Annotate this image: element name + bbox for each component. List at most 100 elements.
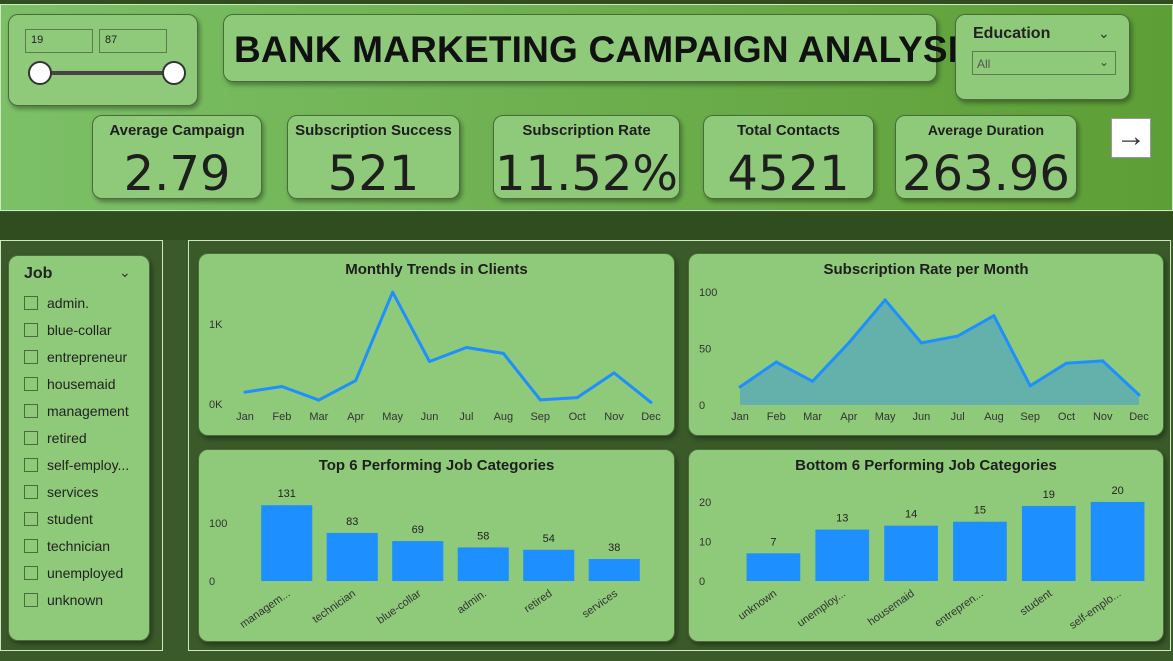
x-tick-label: entrepren... (933, 588, 986, 630)
x-tick-label: Mar (309, 411, 328, 423)
data-label: 19 (1043, 489, 1055, 501)
checkbox[interactable] (24, 430, 38, 445)
x-tick-label: services (580, 587, 620, 620)
checkbox[interactable] (24, 592, 38, 607)
job-option-management[interactable]: management (24, 397, 129, 424)
x-tick-label: unknown (736, 588, 779, 623)
x-tick-label: Mar (803, 411, 822, 423)
x-tick-label: Dec (1129, 411, 1149, 423)
data-label: 14 (905, 509, 917, 521)
bar (261, 505, 313, 581)
job-option-student[interactable]: student (24, 505, 129, 532)
job-option-label: unknown (47, 591, 104, 608)
kpi-label: Subscription Rate (522, 122, 651, 139)
checkbox[interactable] (24, 403, 38, 418)
kpi-subscription-success: Subscription Success 521 (287, 115, 460, 202)
kpi-label: Total Contacts (736, 122, 841, 139)
checkbox[interactable] (24, 511, 38, 526)
data-point (738, 385, 742, 389)
x-tick-label: Apr (840, 411, 857, 423)
job-option-label: unemployed (47, 564, 124, 581)
y-tick-label: 10 (699, 536, 711, 548)
slider-min-handle[interactable] (28, 61, 52, 85)
slider-min-input[interactable]: 19 (25, 29, 93, 53)
area-fill (740, 299, 1139, 405)
checkbox[interactable] (24, 565, 38, 580)
slider-max-handle[interactable] (162, 61, 186, 85)
chart-title: Monthly Trends in Clients (345, 261, 528, 278)
job-option-label: technician (47, 537, 111, 554)
data-point (774, 360, 778, 364)
data-point (464, 346, 468, 350)
job-option-label: entrepreneur (47, 348, 128, 365)
chevron-down-icon[interactable]: ⌄ (119, 264, 131, 280)
job-slicer: Job ⌄ admin. blue-collar entrepreneur ho… (8, 255, 150, 641)
bar (1090, 501, 1145, 581)
chart-title: Top 6 Performing Job Categories (318, 457, 555, 474)
data-point (575, 396, 579, 400)
bar-chart: 0 10 20 7 unknown 13 unemploy... 14 housemaid 15 e… (699, 485, 1145, 632)
kpi-subscription-rate: Subscription Rate 11.52% (493, 115, 680, 202)
job-option-entrepreneur[interactable]: entrepreneur (24, 343, 129, 370)
chevron-down-icon[interactable]: ⌄ (1098, 25, 1110, 41)
x-tick-label: managem... (238, 588, 292, 631)
job-option-blue-collar[interactable]: blue-collar (24, 316, 129, 343)
checkbox[interactable] (24, 322, 38, 337)
slider-max-input[interactable]: 87 (99, 29, 167, 53)
x-tick-label: Jul (951, 411, 965, 423)
x-tick-label: Jul (459, 411, 473, 423)
job-option-label: self-employ... (47, 456, 130, 473)
kpi-label: Subscription Success (295, 122, 452, 139)
bar (588, 559, 640, 581)
job-option-housemaid[interactable]: housemaid (24, 370, 129, 397)
job-option-unemployed[interactable]: unemployed (24, 559, 129, 586)
y-tick-label: 0 (209, 576, 215, 588)
y-tick-label: 0K (209, 399, 223, 411)
next-page-arrow-icon[interactable]: → (1111, 118, 1151, 158)
kpi-average-campaign: Average Campaign 2.79 (92, 115, 262, 202)
bar (884, 525, 938, 581)
job-option-label: blue-collar (47, 321, 112, 338)
y-tick-label: 20 (699, 497, 711, 509)
job-option-services[interactable]: services (24, 478, 129, 505)
data-point (1064, 361, 1068, 365)
job-option-label: services (47, 483, 99, 500)
data-label: 13 (836, 513, 848, 525)
bar-chart: 0 100 131 managem... 83 technician 69 blue-coll… (209, 488, 640, 631)
data-point (317, 398, 321, 402)
education-slicer: Education ⌄ All ⌄ (955, 14, 1130, 100)
series-line (244, 290, 652, 404)
job-option-unknown[interactable]: unknown (24, 586, 129, 613)
checkbox[interactable] (24, 295, 38, 310)
checkbox[interactable] (24, 538, 38, 553)
x-tick-label: unemploy... (795, 588, 848, 630)
checkbox[interactable] (24, 376, 38, 391)
x-tick-label: Sep (1020, 411, 1040, 423)
education-dropdown[interactable]: All ⌄ (972, 51, 1116, 75)
x-tick-label: housemaid (866, 588, 917, 629)
checkbox[interactable] (24, 349, 38, 364)
slider-track[interactable] (39, 71, 173, 75)
data-label: 54 (543, 533, 555, 545)
y-tick-label: 0 (699, 576, 705, 588)
data-label: 7 (770, 536, 776, 548)
education-selected: All (977, 57, 991, 71)
x-tick-label: admin. (455, 588, 489, 617)
kpi-label: Average Duration (927, 122, 1045, 138)
x-tick-label: Feb (767, 411, 786, 423)
kpi-label: Average Campaign (109, 122, 245, 139)
checkbox[interactable] (24, 457, 38, 472)
checkbox[interactable] (24, 484, 38, 499)
x-tick-label: Apr (347, 411, 364, 423)
data-label: 131 (278, 488, 296, 500)
job-option-technician[interactable]: technician (24, 532, 129, 559)
bar (457, 547, 509, 581)
job-option-admin[interactable]: admin. (24, 289, 129, 316)
data-label: 15 (974, 505, 986, 517)
bar (815, 529, 870, 581)
job-list: admin. blue-collar entrepreneur housemai… (24, 289, 129, 613)
job-option-retired[interactable]: retired (24, 424, 129, 451)
job-option-self-employed[interactable]: self-employ... (24, 451, 129, 478)
x-tick-label: Feb (272, 411, 291, 423)
kpi-value: 521 (327, 146, 420, 202)
